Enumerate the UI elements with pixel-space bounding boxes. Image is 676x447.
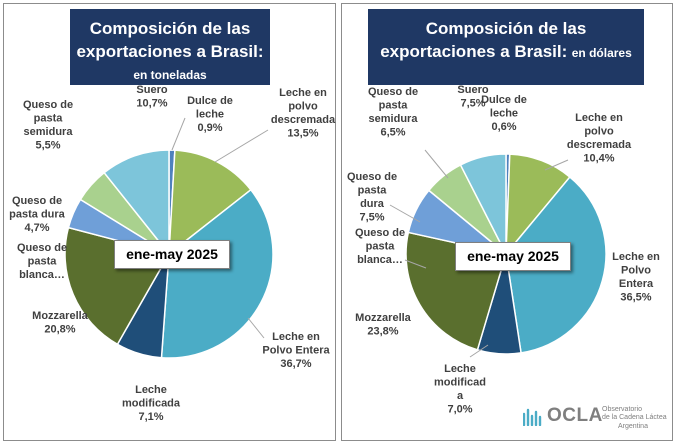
leader-line [214,129,269,163]
slice-label-queso-de-pasta-semidura: Queso de pasta semidura 5,5% [23,99,73,152]
logo-line-1: Observatorio [602,406,643,413]
ocla-wave-icon [523,408,542,426]
slice-label-suero: Suero 7,5% [457,84,488,110]
pie-slice-suero [459,153,507,255]
slice-label-queso-de-pasta-blanca: Queso de pasta blanca… [17,242,67,281]
leader-line [171,117,186,151]
slice-label-dulce-de-leche: Dulce de leche 0,6% [481,94,527,133]
leader-line [469,344,489,358]
slice-label-suero: Suero 10,7% [136,84,167,110]
logo-brand: OCLA [547,405,603,426]
slice-label-leche-en-polvo-entera: Leche en Polvo Entera 36,5% [612,251,660,304]
pie-slice-leche-en-polvo-entera [160,188,274,359]
period-label-usd: ene-may 2025 [455,242,571,271]
chart-subtitle-text: en dólares [571,46,632,60]
slice-label-queso-de-pasta-dura: Queso de pasta dura 7,5% [347,171,397,224]
slice-label-leche-modificada: Leche modificada 7,1% [122,384,181,423]
chart-title-usd: Composición de las exportaciones a Brasi… [368,9,644,85]
logo-line-2: de la Cadena Láctea [602,414,667,421]
slice-label-leche-en-polvo-descremada: Leche en polvo descremada 10,4% [567,112,632,165]
slice-label-queso-de-pasta-dura: Queso de pasta dura 4,7% [9,195,66,234]
chart-title-text: Composición de las exportaciones a Brasi… [76,19,264,61]
slice-label-mozzarella: Mozzarella 23,8% [355,312,412,338]
pie-slice-suero [103,149,170,257]
chart-subtitle-text: en toneladas [133,68,207,82]
logo-line-3: Argentina [618,423,648,430]
ocla-logo: OCLA Observatorio de la Cadena Láctea Ar… [523,402,667,436]
slice-label-mozzarella: Mozzarella 20,8% [32,310,89,336]
period-label-tons: ene-may 2025 [114,240,230,269]
slice-label-queso-de-pasta-semidura: Queso de pasta semidura 6,5% [368,86,418,139]
leader-line [544,159,569,171]
slice-label-queso-de-pasta-blanca: Queso de pasta blanca… [355,227,405,266]
pie-slice-leche-en-polvo-descremada [168,149,252,256]
slice-label-dulce-de-leche: Dulce de leche 0,9% [187,95,233,134]
chart-panel-tons: Composición de las exportaciones a Brasi… [3,3,336,441]
slice-label-leche-en-polvo-descremada: Leche en polvo descremada 13,5% [271,87,336,140]
leader-line [247,317,265,339]
chart-title-text: Composición de las exportaciones a Brasi… [380,19,587,61]
chart-title-tons: Composición de las exportaciones a Brasi… [70,9,270,85]
slice-label-leche-en-polvo-entera: Leche en Polvo Entera 36,7% [262,331,330,370]
leader-line [389,204,421,223]
leader-line [404,259,427,269]
leader-line [424,149,449,179]
slice-label-leche-modificada: Leche modificad a 7,0% [434,363,486,416]
